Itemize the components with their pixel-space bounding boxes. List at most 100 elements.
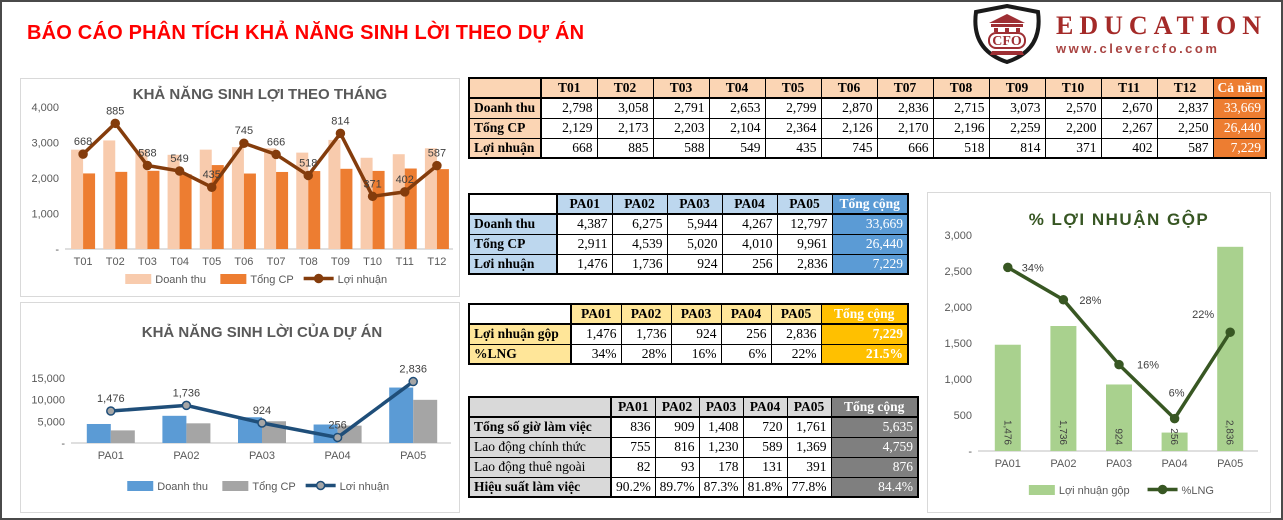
table-cell[interactable]: 402: [1100, 137, 1158, 159]
table-cell[interactable]: 4,010: [721, 233, 778, 255]
table-cell[interactable]: 4,267: [721, 213, 778, 235]
table-cell[interactable]: 549: [708, 137, 766, 159]
total-cell[interactable]: 33,669: [831, 213, 909, 235]
row-label[interactable]: Tổng số giờ làm việc: [468, 416, 612, 438]
table-cell[interactable]: 1,369: [786, 436, 832, 458]
column-header[interactable]: T04: [708, 77, 766, 99]
column-header[interactable]: PA01: [610, 396, 656, 418]
total-cell[interactable]: 7,229: [820, 323, 909, 345]
table-cell[interactable]: 885: [596, 137, 654, 159]
table-cell[interactable]: 12,797: [776, 213, 833, 235]
table-cell[interactable]: 4,387: [556, 213, 613, 235]
table-cell[interactable]: 2,267: [1100, 117, 1158, 139]
table-cell[interactable]: 87.3%: [698, 476, 744, 498]
total-cell[interactable]: 876: [830, 456, 919, 478]
table-cell[interactable]: 1,476: [556, 253, 613, 275]
table-cell[interactable]: 2,911: [556, 233, 613, 255]
table-cell[interactable]: 2,653: [708, 97, 766, 119]
table-cell[interactable]: 924: [670, 323, 722, 345]
table-cell[interactable]: 2,200: [1044, 117, 1102, 139]
column-header[interactable]: PA05: [776, 193, 833, 215]
table-cell[interactable]: 5,944: [666, 213, 723, 235]
total-cell[interactable]: 4,759: [830, 436, 919, 458]
table-cell[interactable]: 816: [654, 436, 700, 458]
row-label[interactable]: Hiệu suất làm việc: [468, 476, 612, 498]
table-cell[interactable]: 93: [654, 456, 700, 478]
column-header[interactable]: PA05: [770, 303, 822, 325]
table-cell[interactable]: 3,073: [988, 97, 1046, 119]
table-cell[interactable]: 587: [1156, 137, 1214, 159]
column-header[interactable]: PA03: [666, 193, 723, 215]
chart-project-profitability[interactable]: KHẢ NĂNG SINH LỜI CỦA DỰ ÁN 15,000 10,000 5…: [20, 302, 460, 513]
table-cell[interactable]: 1,736: [611, 253, 668, 275]
total-cell[interactable]: 5,635: [830, 416, 919, 438]
table-cell[interactable]: 1,761: [786, 416, 832, 438]
table-cell[interactable]: 924: [666, 253, 723, 275]
column-header[interactable]: PA04: [720, 303, 772, 325]
column-header[interactable]: T12: [1156, 77, 1214, 99]
column-header[interactable]: PA04: [721, 193, 778, 215]
column-header[interactable]: PA02: [620, 303, 672, 325]
column-header[interactable]: T10: [1044, 77, 1102, 99]
table-cell[interactable]: 131: [742, 456, 788, 478]
total-column-header[interactable]: Tổng cộng: [831, 193, 909, 215]
table-cell[interactable]: 2,670: [1100, 97, 1158, 119]
table-cell[interactable]: 391: [786, 456, 832, 478]
table-cell[interactable]: 2,836: [770, 323, 822, 345]
column-header[interactable]: T11: [1100, 77, 1158, 99]
table-cell[interactable]: 2,870: [820, 97, 878, 119]
table-cell[interactable]: 2,837: [1156, 97, 1214, 119]
column-header[interactable]: PA01: [570, 303, 622, 325]
column-header[interactable]: T01: [540, 77, 598, 99]
table-cell[interactable]: 89.7%: [654, 476, 700, 498]
table-cell[interactable]: 371: [1044, 137, 1102, 159]
column-header[interactable]: PA03: [698, 396, 744, 418]
table-cell[interactable]: 77.8%: [786, 476, 832, 498]
table-cell[interactable]: 34%: [570, 343, 622, 365]
table-cell[interactable]: 668: [540, 137, 598, 159]
row-label[interactable]: Lao động thuê ngoài: [468, 456, 612, 478]
table-cell[interactable]: 836: [610, 416, 656, 438]
brand-url[interactable]: www.clevercfo.com: [1056, 40, 1220, 56]
table-cell[interactable]: 814: [988, 137, 1046, 159]
column-header[interactable]: T08: [932, 77, 990, 99]
table-cell[interactable]: 2,104: [708, 117, 766, 139]
column-header[interactable]: PA05: [786, 396, 832, 418]
table-cell[interactable]: 1,736: [620, 323, 672, 345]
chart-monthly-profitability[interactable]: KHẢ NĂNG SINH LỢI THEO THÁNG 4,000 3,000 2,…: [20, 78, 460, 297]
table-cell[interactable]: 256: [720, 323, 772, 345]
table-cell[interactable]: 589: [742, 436, 788, 458]
table-cell[interactable]: 2,259: [988, 117, 1046, 139]
total-column-header[interactable]: Tổng cộng: [820, 303, 909, 325]
table-cell[interactable]: 82: [610, 456, 656, 478]
table-cell[interactable]: 2,203: [652, 117, 710, 139]
table-cell[interactable]: 28%: [620, 343, 672, 365]
total-cell[interactable]: 33,669: [1212, 97, 1267, 119]
total-cell[interactable]: 84.4%: [830, 476, 919, 498]
total-cell[interactable]: 26,440: [1212, 117, 1267, 139]
row-label[interactable]: Lợi nhuận: [468, 137, 542, 159]
column-header[interactable]: PA02: [654, 396, 700, 418]
row-label[interactable]: Doanh thu: [468, 213, 558, 235]
table-cell[interactable]: 1,476: [570, 323, 622, 345]
row-label[interactable]: Lao động chính thức: [468, 436, 612, 458]
row-label[interactable]: Tổng CP: [468, 233, 558, 255]
table-cell[interactable]: 2,173: [596, 117, 654, 139]
total-cell[interactable]: 21.5%: [820, 343, 909, 365]
column-header[interactable]: T03: [652, 77, 710, 99]
column-header[interactable]: PA04: [742, 396, 788, 418]
row-label[interactable]: %LNG: [468, 343, 572, 365]
column-header[interactable]: PA02: [611, 193, 668, 215]
column-header[interactable]: T07: [876, 77, 934, 99]
table-cell[interactable]: 81.8%: [742, 476, 788, 498]
table-cell[interactable]: 518: [932, 137, 990, 159]
table-cell[interactable]: 6,275: [611, 213, 668, 235]
table-cell[interactable]: 2,364: [764, 117, 822, 139]
table-cell[interactable]: 2,126: [820, 117, 878, 139]
table-cell[interactable]: 2,799: [764, 97, 822, 119]
column-header[interactable]: T05: [764, 77, 822, 99]
table-cell[interactable]: 2,836: [876, 97, 934, 119]
table-cell[interactable]: 90.2%: [610, 476, 656, 498]
total-cell[interactable]: 7,229: [831, 253, 909, 275]
table-cell[interactable]: 3,058: [596, 97, 654, 119]
